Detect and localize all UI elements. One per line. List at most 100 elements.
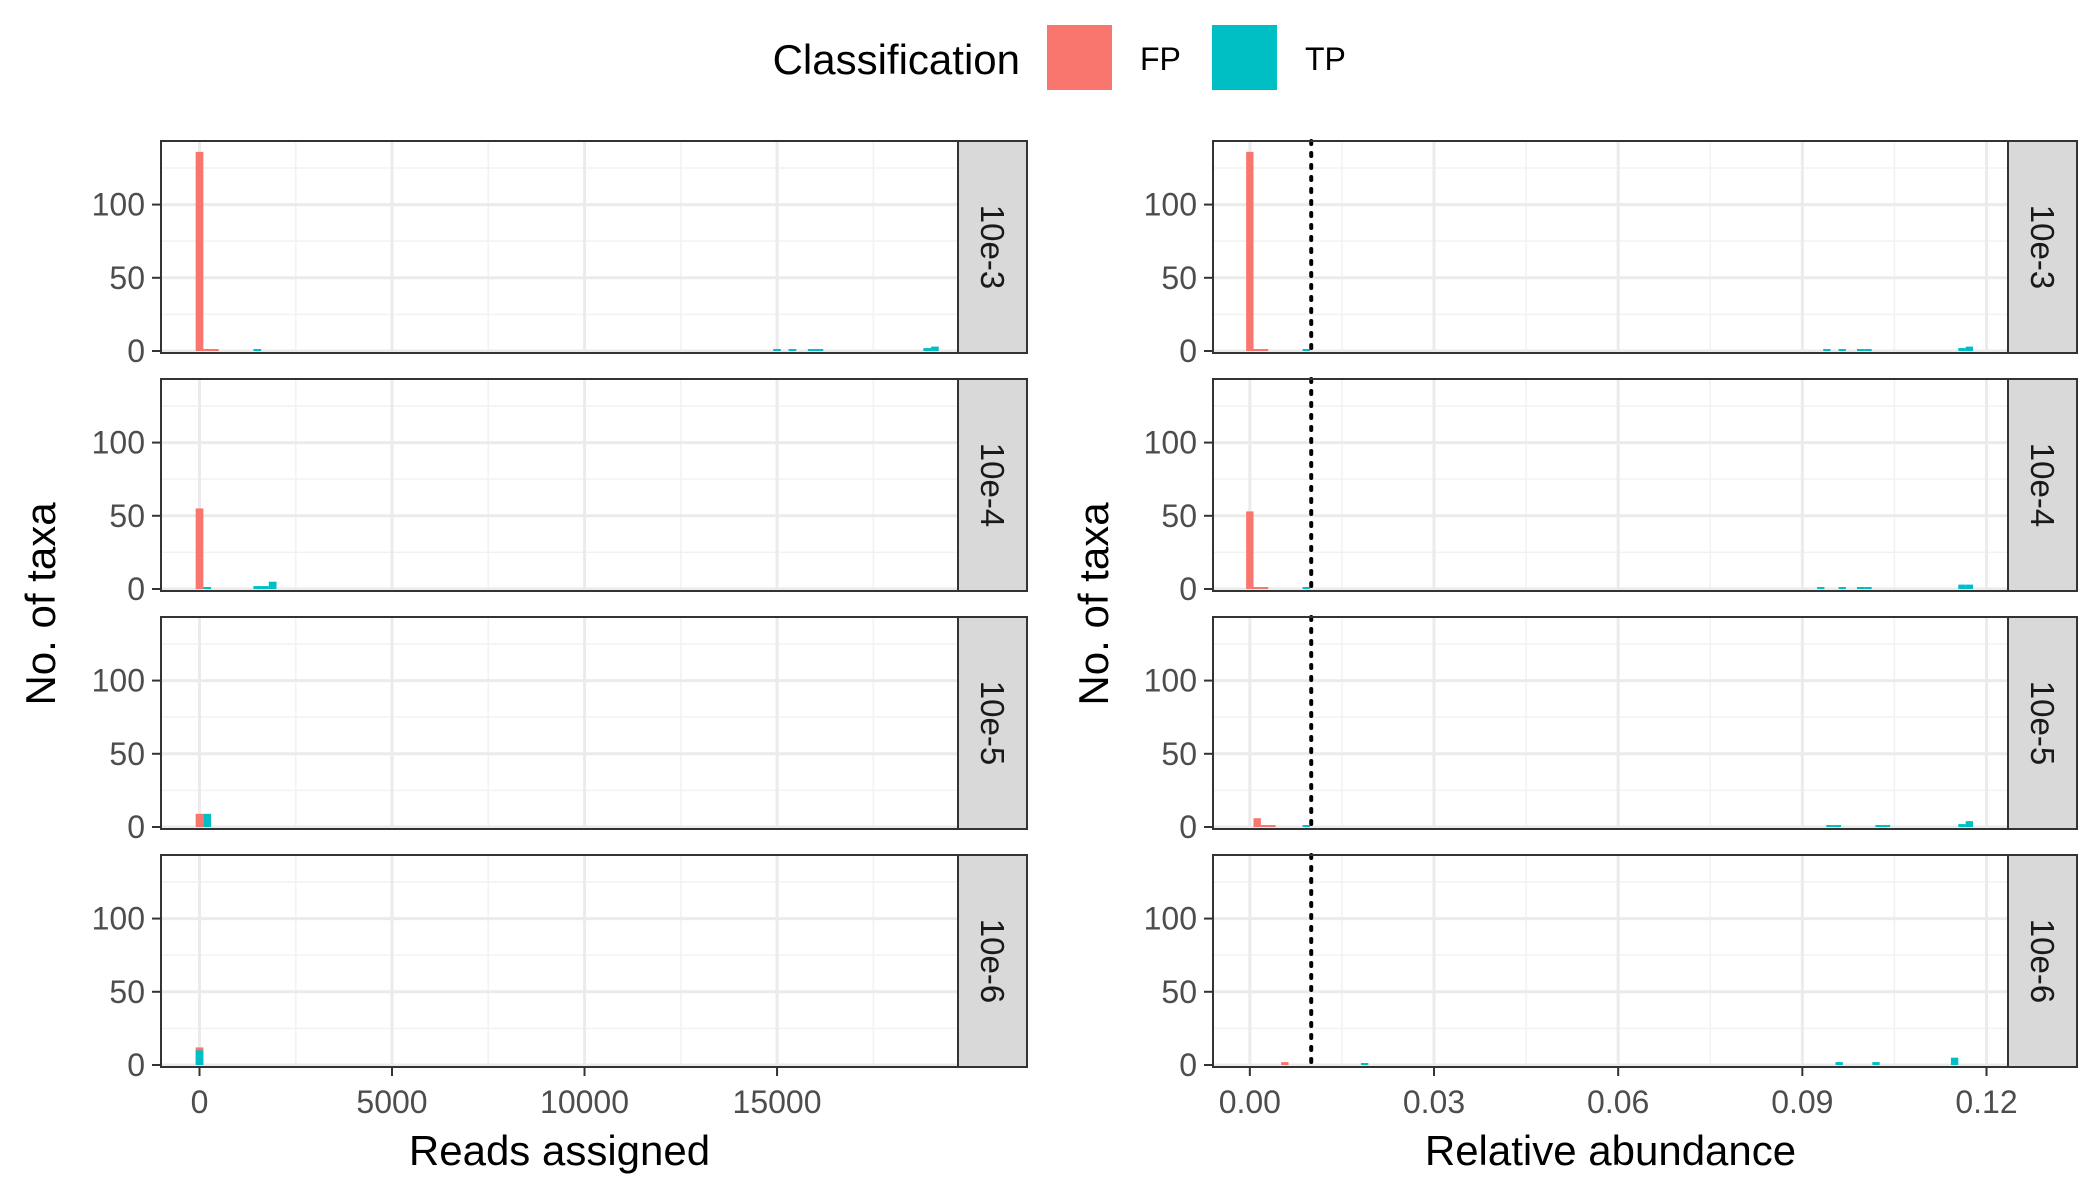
facet-strip-label: 10e-3 <box>974 205 1011 289</box>
histogram-bar-tp <box>1838 587 1846 589</box>
histogram-bar-tp <box>1360 1063 1369 1065</box>
histogram-bar-tp <box>1856 587 1865 589</box>
histogram-bar-tp <box>1958 348 1966 351</box>
relative-abundance-chart: 10e-3 0 50 100 10e-4 0 50 100 10e-5 0 50 100 10e-6 0 5… <box>1070 139 2078 1174</box>
facet-panel: 10e-6 0 50 100 0 5000 10000 15000 <box>92 854 1028 1120</box>
y-tick-label: 50 <box>1161 260 1197 296</box>
facet-strip <box>2007 378 2078 592</box>
y-tick-label: 0 <box>1179 333 1197 369</box>
histogram-bar-tp <box>815 349 824 351</box>
y-tick-label: 50 <box>109 974 145 1010</box>
panel-background <box>1213 379 2008 591</box>
histogram-bar-tp <box>1872 1062 1880 1065</box>
histogram-bar-tp <box>203 813 212 827</box>
y-axis-title: No. of taxa <box>1070 502 1117 706</box>
y-tick-label: 100 <box>1144 901 1197 937</box>
x-tick-label: 5000 <box>356 1084 427 1120</box>
y-tick-label: 50 <box>109 736 145 772</box>
histogram-bar-tp <box>253 349 262 351</box>
x-tick-label: 0.12 <box>1955 1084 2017 1120</box>
legend-swatch-fp <box>1047 25 1112 90</box>
histogram-bar-tp <box>923 348 932 351</box>
histogram-bar-tp <box>1864 349 1872 351</box>
histogram-bar-fp <box>1246 151 1254 351</box>
histogram-bar-tp <box>1958 824 1966 827</box>
legend-label-fp: FP <box>1140 41 1181 77</box>
x-tick-label: 0.03 <box>1403 1084 1465 1120</box>
facet-strip <box>957 378 1028 592</box>
histogram-bar-fp <box>1253 349 1261 351</box>
facet-strip <box>2007 140 2078 354</box>
facet-strip <box>957 616 1028 830</box>
histogram-bar-tp <box>773 349 781 351</box>
facet-strip <box>2007 854 2078 1068</box>
panel-background <box>1213 617 2008 829</box>
histogram-bar-tp <box>1833 825 1842 827</box>
histogram-bar-tp <box>1838 349 1846 351</box>
x-tick-label: 0.00 <box>1219 1084 1281 1120</box>
histogram-bar-tp <box>253 586 262 589</box>
x-tick-label: 0.06 <box>1587 1084 1649 1120</box>
reads-assigned-chart: 10e-3 0 50 100 10e-4 0 50 100 10e-5 0 50 100 10e-6 0 5… <box>17 140 1028 1174</box>
y-axis-title: No. of taxa <box>17 502 64 706</box>
facet-panel: 10e-3 0 50 100 <box>1144 139 2078 369</box>
y-tick-label: 0 <box>127 809 145 845</box>
panel-background <box>161 617 958 829</box>
facet-strip-label: 10e-6 <box>2024 919 2061 1003</box>
histogram-bar-fp <box>203 349 212 351</box>
histogram-bar-tp <box>1817 587 1825 589</box>
panel-background <box>161 855 958 1067</box>
facet-panel: 10e-3 0 50 100 <box>92 140 1028 369</box>
histogram-bar-tp <box>807 349 816 351</box>
histogram-bar-fp <box>195 508 204 589</box>
histogram-bar-tp <box>1826 825 1834 827</box>
y-tick-label: 50 <box>1161 974 1197 1010</box>
legend-label-tp: TP <box>1305 41 1346 77</box>
facet-strip-label: 10e-5 <box>974 681 1011 765</box>
histogram-bar-tp <box>1823 349 1831 351</box>
y-tick-label: 50 <box>109 260 145 296</box>
facet-panel: 10e-6 0 50 100 0.00 0.03 0.06 0.09 0.12 <box>1144 853 2078 1120</box>
histogram-bar-tp <box>1302 587 1310 589</box>
x-tick-label: 0 <box>191 1084 209 1120</box>
histogram-bar-fp <box>1260 349 1269 351</box>
legend-swatch-tp <box>1212 25 1277 90</box>
legend-title: Classification <box>773 36 1020 83</box>
facet-strip-label: 10e-4 <box>974 443 1011 527</box>
facet-strip <box>957 140 1028 354</box>
histogram-bar-fp <box>195 151 204 351</box>
histogram-bar-tp <box>1856 349 1865 351</box>
facet-strip-label: 10e-5 <box>2024 681 2061 765</box>
histogram-bar-tp <box>1835 1062 1843 1065</box>
panel-background <box>161 141 958 353</box>
y-tick-label: 50 <box>1161 736 1197 772</box>
y-tick-label: 50 <box>1161 498 1197 534</box>
histogram-bar-tp <box>1965 346 1974 351</box>
x-tick-label: 15000 <box>733 1084 822 1120</box>
facet-strip-label: 10e-6 <box>974 919 1011 1003</box>
facet-panel: 10e-5 0 50 100 <box>1144 615 2078 845</box>
y-tick-label: 0 <box>127 571 145 607</box>
facet-strip-label: 10e-3 <box>2024 205 2061 289</box>
histogram-bar-tp <box>1882 825 1891 827</box>
y-tick-label: 0 <box>1179 1047 1197 1083</box>
histogram-bar-fp <box>1281 1062 1289 1065</box>
histogram-bar-fp <box>211 349 219 351</box>
histogram-bar-fp <box>1253 818 1261 827</box>
histogram-bar-tp <box>1965 821 1974 827</box>
facet-panel: 10e-4 0 50 100 <box>92 378 1028 607</box>
histogram-bar-tp <box>931 346 939 351</box>
panel-background <box>1213 855 2008 1067</box>
histogram-bar-fp <box>1260 587 1269 589</box>
facet-strip <box>957 854 1028 1068</box>
histogram-bar-tp <box>203 587 212 589</box>
y-tick-label: 50 <box>109 498 145 534</box>
histogram-bar-tp <box>268 581 277 589</box>
x-tick-label: 0.09 <box>1771 1084 1833 1120</box>
histogram-bar-fp <box>1260 825 1269 827</box>
y-tick-label: 100 <box>1144 663 1197 699</box>
histogram-bar-fp <box>1268 825 1276 827</box>
histogram-bar-tp <box>1950 1057 1959 1065</box>
histogram-bar-tp <box>195 1050 204 1065</box>
y-tick-label: 0 <box>1179 809 1197 845</box>
